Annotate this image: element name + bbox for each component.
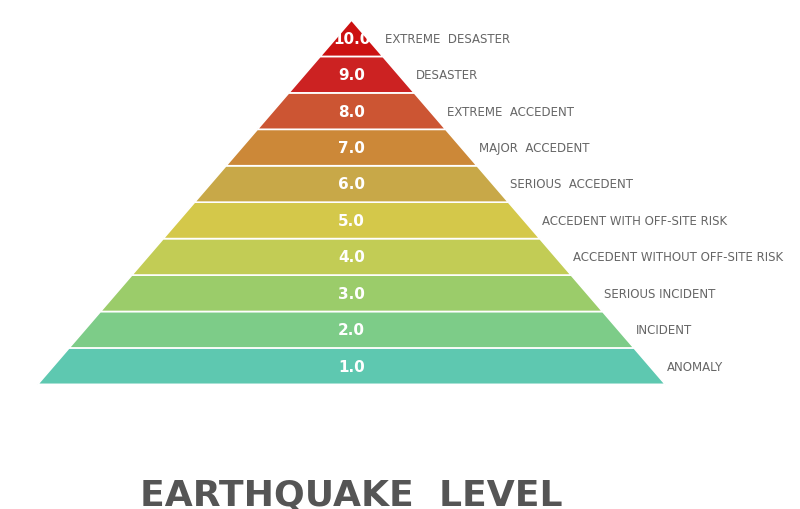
Text: 6.0: 6.0 bbox=[338, 177, 365, 192]
Polygon shape bbox=[38, 348, 666, 385]
Polygon shape bbox=[194, 166, 509, 203]
Text: SERIOUS  ACCEDENT: SERIOUS ACCEDENT bbox=[510, 178, 633, 191]
Text: ACCEDENT WITHOUT OFF-SITE RISK: ACCEDENT WITHOUT OFF-SITE RISK bbox=[573, 251, 783, 264]
Text: 7.0: 7.0 bbox=[338, 141, 365, 156]
Text: 3.0: 3.0 bbox=[338, 286, 365, 301]
Text: ACCEDENT WITH OFF-SITE RISK: ACCEDENT WITH OFF-SITE RISK bbox=[542, 214, 726, 228]
Text: INCIDENT: INCIDENT bbox=[636, 324, 692, 336]
Text: MAJOR  ACCEDENT: MAJOR ACCEDENT bbox=[479, 142, 590, 155]
Text: 1.0: 1.0 bbox=[338, 359, 365, 374]
Polygon shape bbox=[101, 275, 602, 312]
Text: EARTHQUAKE  LEVEL: EARTHQUAKE LEVEL bbox=[140, 478, 562, 509]
Polygon shape bbox=[226, 130, 477, 166]
Text: ANOMALY: ANOMALY bbox=[667, 360, 723, 373]
Polygon shape bbox=[320, 21, 383, 58]
Text: EXTREME  DESASTER: EXTREME DESASTER bbox=[385, 33, 510, 46]
Polygon shape bbox=[69, 312, 634, 348]
Text: 2.0: 2.0 bbox=[338, 323, 365, 337]
Polygon shape bbox=[132, 239, 571, 275]
Text: SERIOUS INCIDENT: SERIOUS INCIDENT bbox=[604, 287, 716, 300]
Polygon shape bbox=[258, 94, 446, 130]
Text: 10.0: 10.0 bbox=[333, 32, 370, 47]
Polygon shape bbox=[289, 58, 414, 94]
Text: 8.0: 8.0 bbox=[338, 104, 365, 119]
Text: EXTREME  ACCEDENT: EXTREME ACCEDENT bbox=[447, 105, 574, 119]
Polygon shape bbox=[163, 203, 540, 239]
Text: 4.0: 4.0 bbox=[338, 250, 365, 265]
Text: 5.0: 5.0 bbox=[338, 213, 365, 229]
Text: DESASTER: DESASTER bbox=[416, 69, 478, 82]
Text: 9.0: 9.0 bbox=[338, 68, 365, 83]
